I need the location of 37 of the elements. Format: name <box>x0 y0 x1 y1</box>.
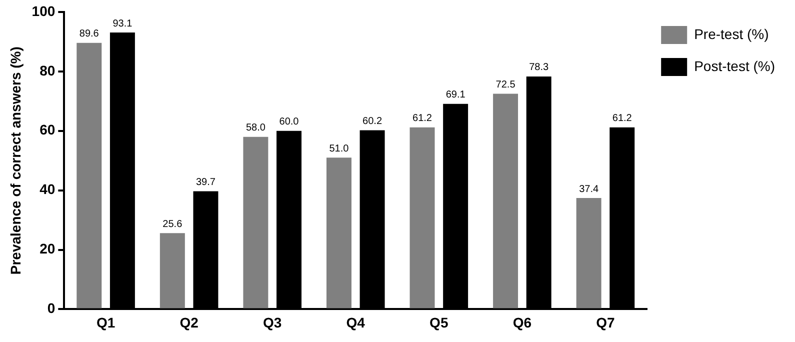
bar <box>326 158 352 308</box>
y-tick-label: 20 <box>40 240 56 257</box>
x-tick-label: Q3 <box>263 314 282 330</box>
x-tick-label: Q4 <box>346 314 366 330</box>
bar <box>76 42 102 308</box>
data-label: 37.4 <box>579 184 599 195</box>
x-tick-label: Q5 <box>430 314 448 330</box>
x-tick-label: Q6 <box>512 314 532 330</box>
data-label: 72.5 <box>496 79 516 90</box>
bar <box>576 198 602 308</box>
data-label: 61.2 <box>412 113 432 124</box>
x-tick-label: Q7 <box>596 314 616 330</box>
x-tick-label: Q1 <box>96 314 116 330</box>
x-tick-label: Q2 <box>180 314 199 330</box>
data-label: 93.1 <box>112 18 133 30</box>
legend-label: Pre-test (%) <box>694 26 769 42</box>
y-tick-label: 0 <box>47 300 56 316</box>
bar <box>243 136 268 308</box>
data-label: 61.2 <box>612 113 632 124</box>
data-label: 89.6 <box>79 28 100 40</box>
data-label: 60.0 <box>279 116 300 128</box>
legend-label: Post-test (%) <box>694 58 776 74</box>
data-label: 39.7 <box>196 176 216 188</box>
y-tick-label: 60 <box>40 122 56 138</box>
y-axis-title: Prevalence of correct answers (%) <box>7 46 24 275</box>
data-label: 25.6 <box>162 218 183 230</box>
data-label: 78.3 <box>529 62 550 74</box>
y-tick-label: 100 <box>32 2 56 19</box>
data-label: 69.1 <box>446 90 466 101</box>
data-label: 60.2 <box>362 116 382 128</box>
bar <box>493 94 518 308</box>
bar <box>160 233 185 308</box>
y-tick-label: 80 <box>40 62 56 78</box>
data-label: 51.0 <box>329 143 350 154</box>
bar <box>410 127 435 308</box>
data-label: 58.0 <box>246 122 266 134</box>
y-tick-label: 40 <box>40 181 56 198</box>
